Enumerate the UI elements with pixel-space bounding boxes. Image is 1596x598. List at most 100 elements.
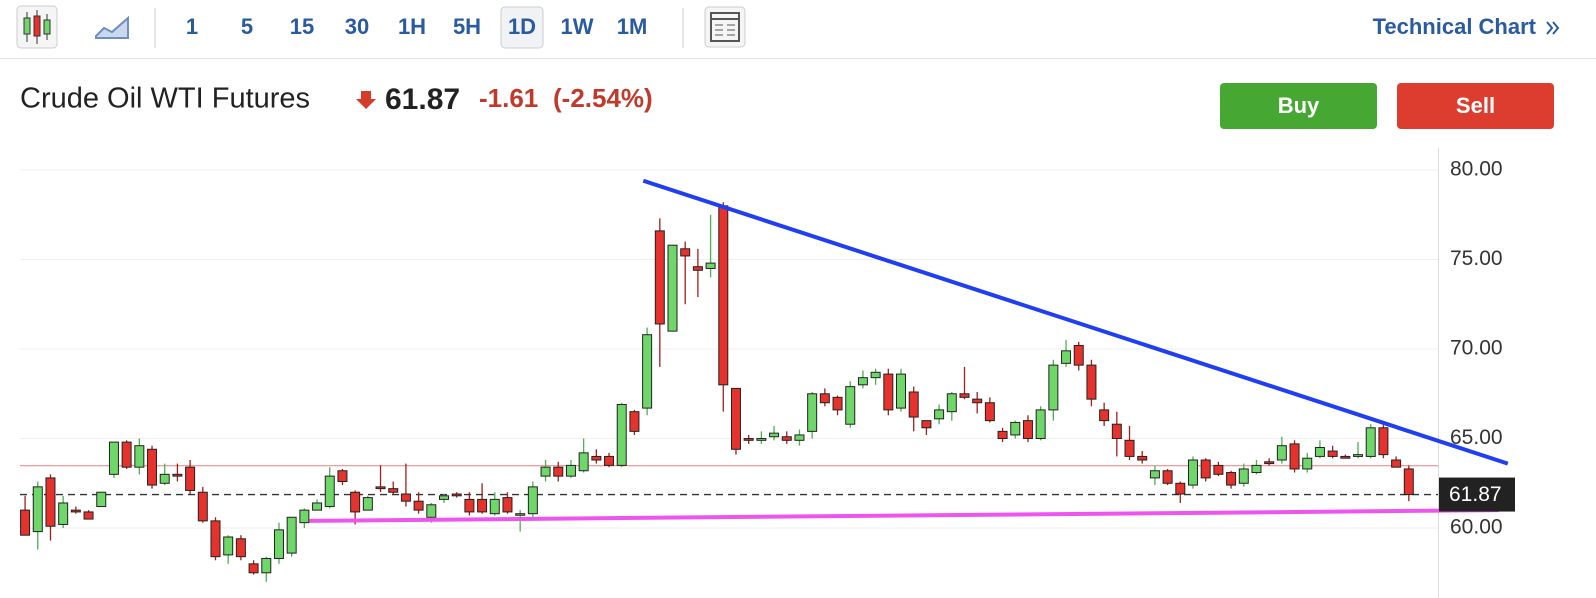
interval-button[interactable]: 5 [241, 14, 253, 39]
candle-body [324, 475, 335, 508]
candle-body [400, 493, 411, 502]
candle-body [502, 497, 513, 513]
candle-body [32, 486, 43, 533]
interval-button[interactable]: 1M [617, 14, 648, 39]
interval-button[interactable]: 1H [398, 14, 426, 39]
candle-body [972, 398, 983, 404]
candle-body [96, 491, 107, 508]
candle-body [121, 441, 132, 468]
active-interval-bg [500, 6, 544, 49]
interval-button[interactable]: 1W [561, 14, 594, 39]
candle-body [375, 486, 386, 490]
candle-body [1213, 464, 1224, 475]
candle-body [426, 504, 437, 518]
technical-chart-link[interactable]: Technical Chart [1373, 14, 1537, 39]
candle-body [578, 452, 589, 472]
change-percent: (-2.54%) [553, 83, 653, 113]
candle-body [134, 445, 145, 468]
candle-body [1048, 364, 1059, 411]
layout-icon[interactable] [704, 6, 746, 48]
candle-body [159, 473, 170, 484]
y-tick-label: 80.00 [1450, 158, 1503, 181]
candle-body [197, 491, 208, 522]
interval-button[interactable]: 15 [290, 14, 314, 39]
sell-button[interactable]: Sell [1397, 83, 1554, 129]
candle-body [845, 386, 856, 425]
candle-body [1099, 409, 1110, 422]
candle-body [718, 205, 729, 386]
candle-body [807, 393, 818, 432]
candle-body [1378, 427, 1389, 456]
y-tick-label: 75.00 [1450, 247, 1503, 270]
candle-body [984, 402, 995, 422]
y-tick-label: 60.00 [1450, 516, 1503, 539]
line-icon[interactable] [95, 15, 129, 39]
candle-body [769, 432, 780, 438]
candle-body [350, 491, 361, 513]
candle-body [147, 448, 158, 486]
buy-button[interactable]: Buy [1220, 83, 1377, 129]
instrument-title: Crude Oil WTI Futures [20, 83, 310, 115]
candle-body [642, 334, 653, 409]
candle-body [1022, 420, 1033, 440]
candle-body [1149, 470, 1160, 479]
candle-body [629, 411, 640, 432]
candle-body [870, 371, 881, 379]
candle-body [946, 393, 957, 413]
candle-body [1187, 459, 1198, 486]
candle-body [934, 409, 945, 420]
candles-icon[interactable] [16, 5, 58, 49]
candle-body [223, 536, 234, 556]
candle-body [1314, 446, 1325, 457]
candle-body [1276, 445, 1287, 461]
candle-body [1365, 427, 1376, 457]
candle-body [1124, 439, 1135, 457]
candle-body [1061, 350, 1072, 364]
interval-button[interactable]: 30 [345, 14, 369, 39]
candle-body [261, 557, 272, 574]
candle-body [45, 477, 56, 527]
interval-button[interactable]: 5H [453, 14, 481, 39]
candle-body [540, 466, 551, 477]
candle-body [857, 377, 868, 386]
candle-body [1200, 459, 1211, 479]
candle-body [70, 509, 81, 513]
candle-body [883, 373, 894, 411]
candle-body [591, 455, 602, 461]
candle-body [439, 495, 450, 500]
candle-body [616, 404, 627, 466]
candle-body [896, 373, 907, 409]
candle-body [108, 441, 119, 475]
candle-body [235, 538, 246, 558]
candle-body [1238, 468, 1249, 484]
y-tick-label: 65.00 [1450, 426, 1503, 449]
sell-label[interactable]: Sell [1456, 93, 1495, 118]
chevron[interactable] [1546, 21, 1560, 35]
candle-body [921, 420, 932, 429]
buy-label[interactable]: Buy [1278, 93, 1320, 118]
interval-button[interactable]: 1D [508, 14, 536, 39]
candle-body [1302, 457, 1313, 470]
candle-body [172, 473, 183, 477]
candle-body [58, 502, 69, 525]
candle-body [908, 391, 919, 418]
interval-button[interactable]: 1 [186, 14, 198, 39]
candle-body [997, 430, 1008, 440]
candle-body [730, 387, 741, 450]
candle-body [185, 466, 196, 491]
trendline [642, 178, 1509, 466]
candle-body [705, 262, 716, 269]
interval-group: 1 5 15 30 1H 5H 1D 1W 1M [186, 6, 648, 49]
change: -1.61 [479, 83, 538, 113]
candle-body [1073, 344, 1084, 366]
candle-body [743, 438, 754, 441]
candle-body [83, 511, 94, 520]
candle-body [680, 248, 691, 257]
candle-body [286, 516, 297, 554]
candle-body [20, 509, 31, 536]
candle-body [362, 497, 373, 511]
candle-body [1403, 468, 1414, 496]
candle-body [1264, 461, 1275, 465]
